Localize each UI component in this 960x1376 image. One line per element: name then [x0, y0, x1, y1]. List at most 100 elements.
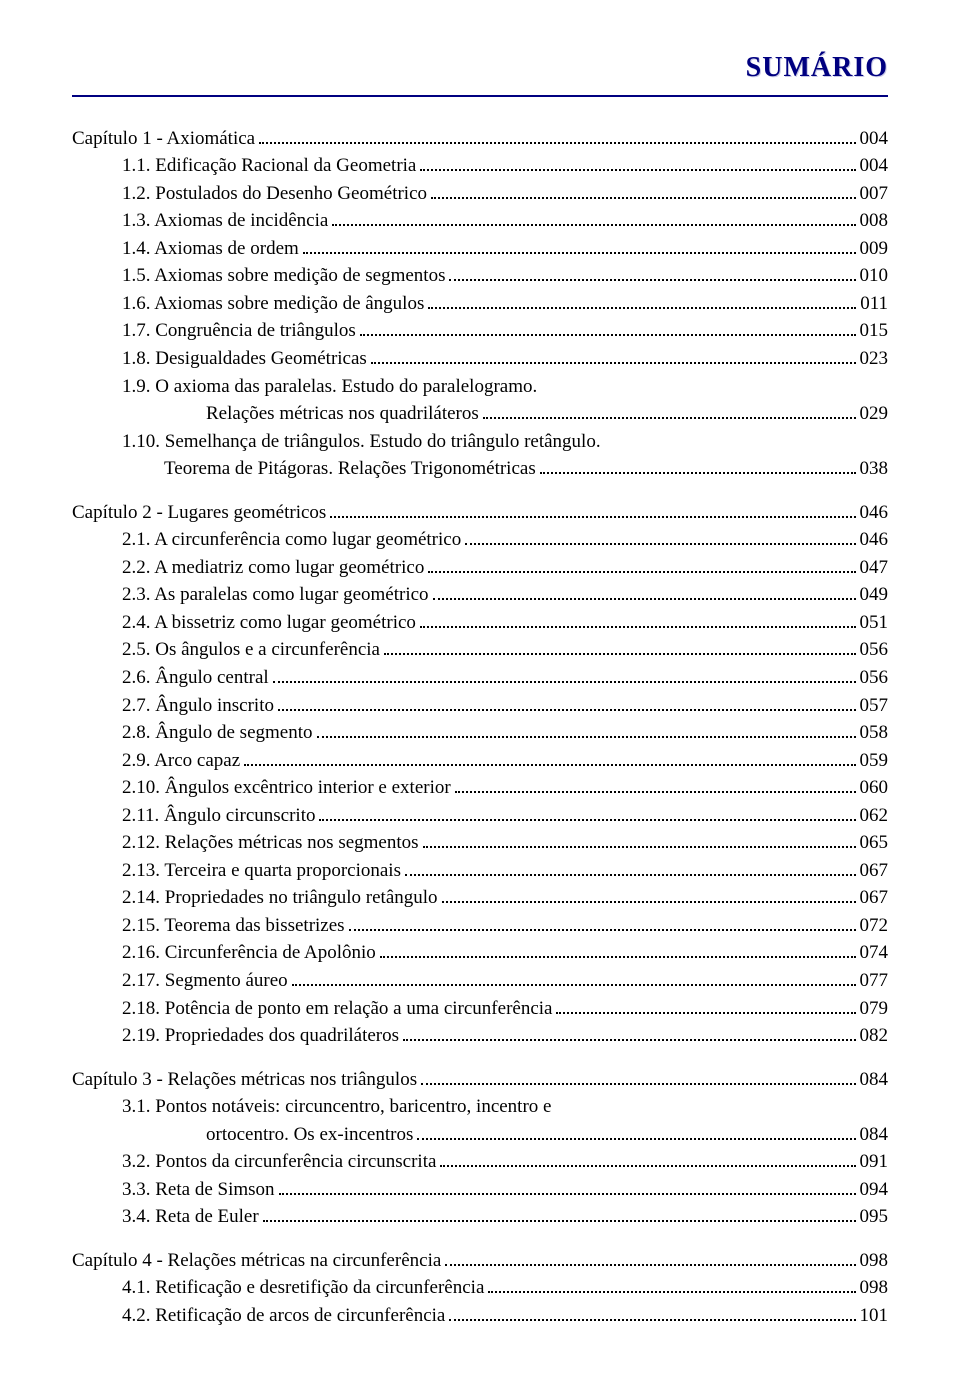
toc-entry-page: 046: [860, 526, 889, 554]
toc-entry: 2.19. Propriedades dos quadriláteros 082: [122, 1022, 888, 1050]
toc-leader-dots: [405, 874, 856, 876]
toc-entry-label: 1.7. Congruência de triângulos: [122, 317, 356, 345]
toc-entry-label: 3.4. Reta de Euler: [122, 1203, 259, 1231]
toc-entry-label: 2.11. Ângulo circunscrito: [122, 802, 315, 830]
toc-entry-page: 098: [860, 1274, 889, 1302]
toc-leader-dots: [483, 417, 856, 419]
toc-leader-dots: [259, 142, 855, 144]
toc-entry-label: 2.10. Ângulos excêntrico interior e exte…: [122, 774, 451, 802]
toc-entry: 2.4. A bissetriz como lugar geométrico 0…: [122, 609, 888, 637]
toc-entry-page: 010: [860, 262, 889, 290]
toc-entry: 1.4. Axiomas de ordem 009: [122, 235, 888, 263]
toc-leader-dots: [556, 1012, 855, 1014]
toc-entry: 2.12. Relações métricas nos segmentos 06…: [122, 829, 888, 857]
toc-entry-label: 2.9. Arco capaz: [122, 747, 240, 775]
toc-entry: 2.2. A mediatriz como lugar geométrico 0…: [122, 554, 888, 582]
toc-entry-label: 1.1. Edificação Racional da Geometria: [122, 152, 416, 180]
toc-entry-page: 007: [860, 180, 889, 208]
toc-leader-dots: [371, 362, 856, 364]
toc-leader-dots: [540, 472, 856, 474]
toc-entry-page: 004: [860, 125, 889, 153]
toc-entry: 1.1. Edificação Racional da Geometria 00…: [122, 152, 888, 180]
page-title: SUMÁRIO: [746, 52, 888, 83]
toc-entry-label: 2.5. Os ângulos e a circunferência: [122, 636, 380, 664]
toc-entry: 1.3. Axiomas de incidência 008: [122, 207, 888, 235]
toc-entry-label: 2.1. A circunferência como lugar geométr…: [122, 526, 461, 554]
toc-leader-dots: [273, 681, 856, 683]
toc-leader-dots: [384, 653, 856, 655]
toc-leader-dots: [449, 1319, 855, 1321]
toc-entry-label: 2.15. Teorema das bissetrizes: [122, 912, 345, 940]
toc-leader-dots: [330, 516, 855, 518]
toc-entry-page: 095: [860, 1203, 889, 1231]
toc-entry-label: Capítulo 4 - Relações métricas na circun…: [72, 1247, 441, 1275]
toc-entry-page: 084: [860, 1121, 889, 1149]
toc-leader-dots: [279, 1193, 856, 1195]
toc-entry-label: 1.6. Axiomas sobre medição de ângulos: [122, 290, 424, 318]
toc-entry: 3.4. Reta de Euler 095: [122, 1203, 888, 1231]
toc-entry: 1.7. Congruência de triângulos 015: [122, 317, 888, 345]
toc-entry-page: 004: [860, 152, 889, 180]
toc-entry-page: 056: [860, 664, 889, 692]
toc-entry-label: 4.2. Retificação de arcos de circunferên…: [122, 1302, 445, 1330]
toc-leader-dots: [428, 307, 856, 309]
toc-entry-page: 067: [860, 884, 889, 912]
toc-entry: 1.5. Axiomas sobre medição de segmentos …: [122, 262, 888, 290]
toc-entry-label: 2.7. Ângulo inscrito: [122, 692, 274, 720]
toc-entry-page: 082: [860, 1022, 889, 1050]
toc-entry: 2.11. Ângulo circunscrito 062: [122, 802, 888, 830]
toc-entry-page: 051: [860, 609, 889, 637]
toc-entry-page: 023: [860, 345, 889, 373]
toc-entry-page: 057: [860, 692, 889, 720]
toc-entry-page: 098: [860, 1247, 889, 1275]
toc-entry-label: 1.3. Axiomas de incidência: [122, 207, 328, 235]
toc-entry-page: 009: [860, 235, 889, 263]
toc-entry-page: 091: [860, 1148, 889, 1176]
toc-entry-page: 047: [860, 554, 889, 582]
toc-entry-label: 2.14. Propriedades no triângulo retângul…: [122, 884, 438, 912]
toc-leader-dots: [420, 626, 856, 628]
toc-entry-label: 2.18. Potência de ponto em relação a uma…: [122, 995, 552, 1023]
toc-entry: 1.6. Axiomas sobre medição de ângulos 01…: [122, 290, 888, 318]
toc-leader-dots: [449, 279, 855, 281]
toc-entry-label: 3.2. Pontos da circunferência circunscri…: [122, 1148, 436, 1176]
toc-entry-label: 1.9. O axioma das paralelas. Estudo do p…: [122, 373, 537, 401]
toc-entry-label: 4.1. Retificação e desretifição da circu…: [122, 1274, 484, 1302]
toc-entry: Capítulo 3 - Relações métricas nos triân…: [72, 1066, 888, 1094]
toc-entry: 1.10. Semelhança de triângulos. Estudo d…: [122, 428, 888, 456]
page-header: SUMÁRIO: [72, 48, 888, 97]
toc-entry: 2.13. Terceira e quarta proporcionais 06…: [122, 857, 888, 885]
toc-entry: 1.9. O axioma das paralelas. Estudo do p…: [122, 373, 888, 401]
toc-entry-label: 2.17. Segmento áureo: [122, 967, 288, 995]
toc-leader-dots: [431, 197, 855, 199]
toc-entry-page: 058: [860, 719, 889, 747]
toc-entry-page: 094: [860, 1176, 889, 1204]
toc-leader-dots: [360, 334, 856, 336]
toc-entry: 4.2. Retificação de arcos de circunferên…: [122, 1302, 888, 1330]
toc-entry-label: 1.2. Postulados do Desenho Geométrico: [122, 180, 427, 208]
toc-entry: 2.9. Arco capaz 059: [122, 747, 888, 775]
toc-entry-label: Teorema de Pitágoras. Relações Trigonomé…: [164, 455, 536, 483]
toc-leader-dots: [292, 984, 856, 986]
toc-entry: 2.1. A circunferência como lugar geométr…: [122, 526, 888, 554]
toc-leader-dots: [244, 764, 855, 766]
toc-entry-page: 046: [860, 499, 889, 527]
toc-entry: 2.3. As paralelas como lugar geométrico …: [122, 581, 888, 609]
toc-entry: 2.15. Teorema das bissetrizes 072: [122, 912, 888, 940]
toc-entry-page: 062: [860, 802, 889, 830]
toc-entry-label: Relações métricas nos quadriláteros: [206, 400, 479, 428]
toc-entry-label: 1.5. Axiomas sobre medição de segmentos: [122, 262, 445, 290]
toc-entry: Capítulo 4 - Relações métricas na circun…: [72, 1247, 888, 1275]
toc-entry-label: 3.1. Pontos notáveis: circuncentro, bari…: [122, 1093, 551, 1121]
toc-leader-dots: [380, 956, 856, 958]
toc-entry-label: Capítulo 3 - Relações métricas nos triân…: [72, 1066, 417, 1094]
toc-entry-label: Capítulo 1 - Axiomática: [72, 125, 255, 153]
toc-entry-label: 1.10. Semelhança de triângulos. Estudo d…: [122, 428, 601, 456]
toc-leader-dots: [263, 1220, 856, 1222]
toc-entry-page: 008: [860, 207, 889, 235]
toc-entry-page: 011: [860, 290, 888, 318]
toc-leader-dots: [349, 929, 856, 931]
toc-entry-page: 049: [860, 581, 889, 609]
toc-entry-page: 074: [860, 939, 889, 967]
toc-entry-label: 2.19. Propriedades dos quadriláteros: [122, 1022, 399, 1050]
